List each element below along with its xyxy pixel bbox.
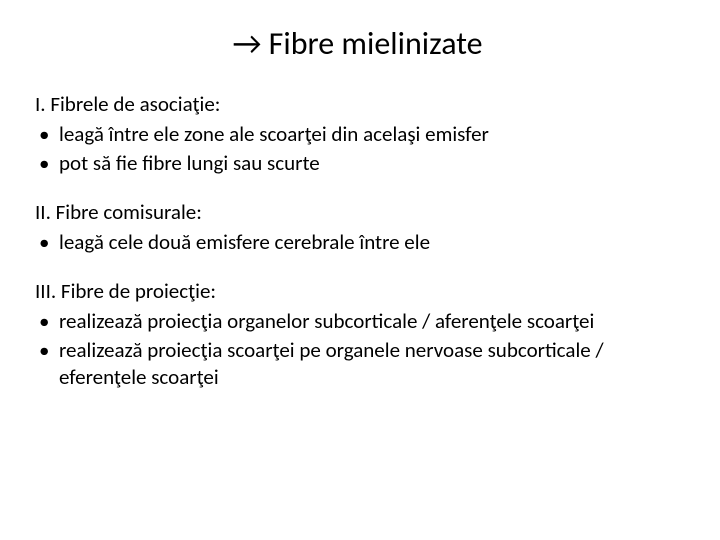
slide-body: I. Fibrele de asociaţie: leagă între ele… — [35, 91, 680, 391]
title-arrow-icon: → — [232, 24, 261, 63]
section-heading-1: I. Fibrele de asociaţie: — [35, 91, 680, 117]
section-list-3: realizează proiecţia organelor subcortic… — [35, 308, 680, 391]
section-list-2: leagă cele două emisfere cerebrale între… — [35, 229, 680, 256]
list-item: leagă cele două emisfere cerebrale între… — [35, 229, 680, 256]
list-item: realizează proiecţia scoarţei pe organel… — [35, 337, 680, 391]
list-item: realizează proiecţia organelor subcortic… — [35, 308, 680, 335]
section-heading-2: II. Fibre comisurale: — [35, 199, 680, 225]
slide-title: → Fibre mielinizate — [35, 24, 680, 63]
section-list-1: leagă între ele zone ale scoarţei din ac… — [35, 121, 680, 177]
list-item: pot să fie fibre lungi sau scurte — [35, 150, 680, 177]
section-heading-3: III. Fibre de proiecţie: — [35, 278, 680, 304]
list-item: leagă între ele zone ale scoarţei din ac… — [35, 121, 680, 148]
title-text: Fibre mielinizate — [269, 24, 483, 63]
